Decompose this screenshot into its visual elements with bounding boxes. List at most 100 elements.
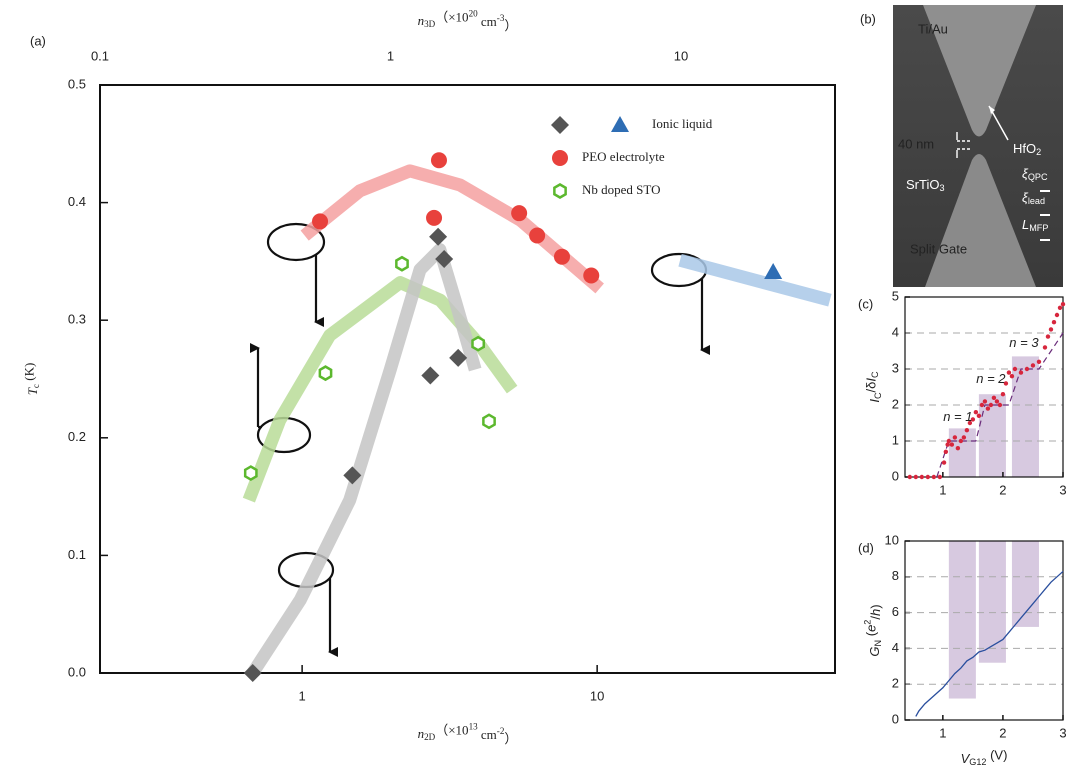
band xyxy=(978,394,1006,477)
marker xyxy=(529,227,546,244)
sem-label: Split Gate xyxy=(910,241,967,256)
data-point xyxy=(982,399,988,404)
panel-label: (c) xyxy=(858,296,873,311)
data-point xyxy=(1060,302,1066,307)
sem-label: ξlead xyxy=(1022,190,1045,206)
x-tick-label: 1 xyxy=(299,688,306,703)
y-tick-label: 0.4 xyxy=(68,194,86,209)
sem-image xyxy=(893,5,1063,287)
band xyxy=(948,541,976,699)
axis-label: n3D（×1020 cm-3） xyxy=(418,9,518,34)
label-part: HfO xyxy=(1013,141,1036,156)
data-point xyxy=(925,474,931,480)
legend-marker xyxy=(611,116,629,132)
label-part: c xyxy=(31,384,41,388)
marker xyxy=(449,348,468,367)
band xyxy=(948,428,976,477)
label-part: cm xyxy=(478,727,497,742)
label-part: ( xyxy=(864,631,879,640)
data-line xyxy=(915,570,1064,717)
plot-frame xyxy=(904,296,1064,478)
data-point xyxy=(1000,392,1006,397)
sem-label: HfO2 xyxy=(1013,141,1041,157)
data-point xyxy=(931,474,937,480)
x2-tick-label: 0.1 xyxy=(91,48,109,63)
label-part: / xyxy=(868,616,883,620)
marker xyxy=(482,413,496,430)
y-tick-label: 0.1 xyxy=(68,547,86,562)
label-part: cm xyxy=(478,14,497,29)
data-point xyxy=(1051,320,1057,325)
legend-marker xyxy=(551,116,569,134)
data-point xyxy=(958,438,964,444)
y-tick-label: 8 xyxy=(892,568,899,583)
x2-tick-label: 1 xyxy=(387,48,394,63)
label-part: L xyxy=(1022,217,1029,232)
marker xyxy=(395,255,409,272)
legend-marker xyxy=(553,183,567,199)
marker xyxy=(764,262,783,279)
label-part: ξ xyxy=(1022,190,1029,205)
marker xyxy=(243,664,262,682)
x-tick-label: 1 xyxy=(939,725,946,740)
label-part: 13 xyxy=(469,722,479,732)
x-tick-label: 3 xyxy=(1059,725,1066,740)
data-point xyxy=(1036,359,1042,364)
y-tick-label: 0.0 xyxy=(68,664,86,679)
marker xyxy=(429,227,448,246)
legend-label: Nb doped STO xyxy=(582,182,660,197)
data-point xyxy=(1003,381,1009,386)
annotation: n = 2 xyxy=(976,371,1006,386)
data-point xyxy=(955,446,961,451)
legend-marker xyxy=(552,150,568,166)
marker xyxy=(435,250,454,269)
x-tick-label: 1 xyxy=(939,482,946,497)
sem-label: ξQPC xyxy=(1022,166,1048,182)
y-tick-label: 3 xyxy=(892,360,899,375)
data-point xyxy=(985,406,991,411)
label-part: I xyxy=(867,399,882,403)
marker xyxy=(318,365,333,382)
sem-label: Ti/Au xyxy=(918,21,948,36)
label-part: 2 xyxy=(1036,148,1041,158)
marker xyxy=(430,152,447,169)
label-part: SrTiO xyxy=(906,177,939,192)
label-part: lead xyxy=(1028,197,1045,207)
label-part: I xyxy=(864,378,879,382)
data-point xyxy=(1045,334,1051,339)
data-point xyxy=(1054,312,1060,318)
data-point xyxy=(913,474,919,480)
data-point xyxy=(952,435,958,440)
data-point xyxy=(1018,370,1024,375)
y-tick-label: 2 xyxy=(892,676,899,691)
data-point xyxy=(991,395,997,400)
band xyxy=(978,541,1006,663)
y-tick-label: 4 xyxy=(892,324,899,339)
marker xyxy=(426,209,443,226)
sem-label: SrTiO3 xyxy=(906,177,945,193)
label-part: C xyxy=(874,392,884,399)
data-point xyxy=(973,410,979,415)
marker xyxy=(471,335,486,352)
data-point xyxy=(937,474,943,480)
x-tick-label: 10 xyxy=(590,688,604,703)
y-tick-label: 2 xyxy=(892,396,899,411)
label-part: 2D xyxy=(424,732,436,742)
annotation: n = 3 xyxy=(1009,335,1039,350)
label-part: n xyxy=(418,13,425,28)
data-point xyxy=(976,413,982,418)
y-tick-label: 6 xyxy=(892,604,899,619)
fit-curve xyxy=(678,253,832,307)
label-part: T xyxy=(25,387,40,395)
marker xyxy=(553,248,570,265)
data-point xyxy=(1006,370,1012,375)
data-point xyxy=(994,399,1000,404)
data-point xyxy=(949,442,955,447)
axis-label: VG12 (V) xyxy=(961,748,1008,767)
plot-frame xyxy=(904,540,1064,721)
data-point xyxy=(967,420,973,426)
label-part: ） xyxy=(504,18,517,33)
panel-label: (d) xyxy=(858,540,874,555)
label-part: h xyxy=(868,609,883,616)
